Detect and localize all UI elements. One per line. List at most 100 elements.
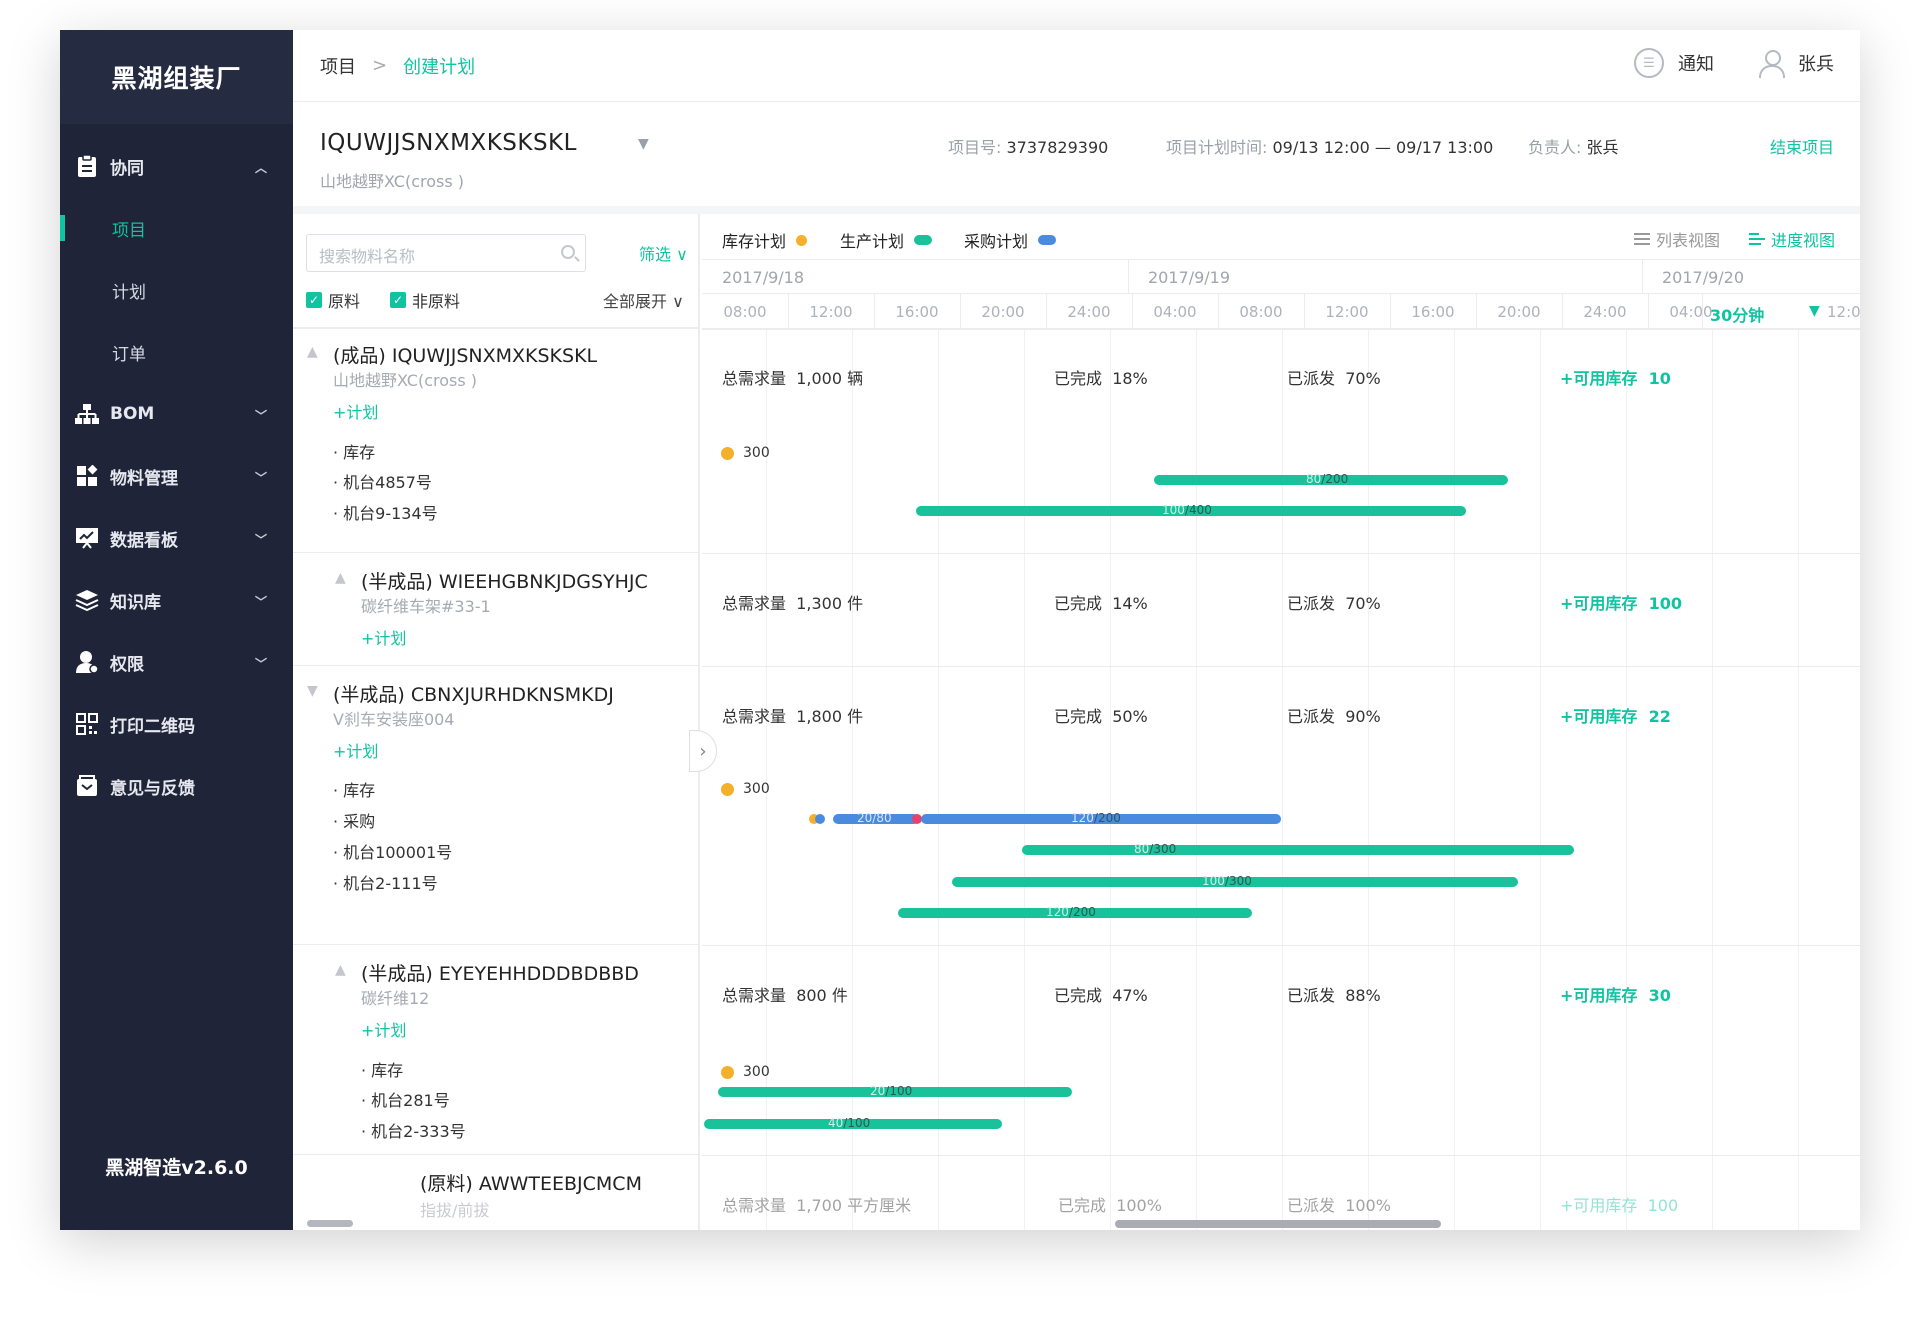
project-header: IQUWJJSNXMXKSKSKL ▼ 山地越野XC(cross ) 项目号: … xyxy=(293,102,1860,214)
app-window: 黑湖组装厂 协同 ︿ 项目 计划 订单 BOM ﹀ 物料管理 ﹀ xyxy=(60,30,1860,1230)
add-plan-link[interactable]: +计划 xyxy=(333,742,379,761)
feedback-icon xyxy=(74,773,100,799)
chat-icon[interactable]: ☰ xyxy=(1634,48,1664,78)
date-label: 2017/9/18 xyxy=(722,268,805,287)
caret-down-icon[interactable]: ▼ xyxy=(638,136,649,152)
production-bar[interactable]: 120/200 xyxy=(898,905,1252,919)
nav-group-knowledge[interactable]: 知识库 ﹀ xyxy=(60,569,293,631)
notify-link[interactable]: 通知 xyxy=(1678,54,1714,75)
breadcrumb-root[interactable]: 项目 xyxy=(320,56,356,78)
source-item: · 机台281号 xyxy=(361,1091,450,1110)
hierarchy-icon xyxy=(74,401,100,427)
nav-group-material[interactable]: 物料管理 ﹀ xyxy=(60,445,293,507)
interval-select[interactable]: 30分钟 xyxy=(1710,306,1765,325)
stock-dot-icon xyxy=(796,234,808,246)
legend-purchase: 采购计划 xyxy=(964,228,1057,252)
purchase-bar[interactable]: 20/80 xyxy=(833,811,919,825)
hour-label: 12:00 xyxy=(1325,303,1369,321)
material-subtitle: V刹车安装座004 xyxy=(333,710,455,729)
checkbox-checked-icon: ✓ xyxy=(306,292,322,308)
progress-view-button[interactable]: 进度视图 xyxy=(1749,227,1835,251)
material-row: (原料) AWWTEEBJCMCM 指拔/前拔 xyxy=(293,1155,698,1230)
chevron-down-icon: ﹀ xyxy=(254,657,267,671)
project-id: 项目号: 3737829390 xyxy=(948,138,1109,157)
project-time: 项目计划时间: 09/13 12:00 — 09/17 13:00 xyxy=(1166,138,1494,157)
hour-label: 12:00 xyxy=(809,303,853,321)
filter-button[interactable]: 筛选 ∨ xyxy=(639,245,688,264)
project-owner: 负责人: 张兵 xyxy=(1528,138,1619,157)
end-project-link[interactable]: 结束项目 xyxy=(1769,138,1834,157)
search-input[interactable]: 搜索物料名称 xyxy=(306,234,586,272)
dispatched-stat: 已派发 70% xyxy=(1287,369,1381,388)
available-stock-stat[interactable]: +可用库存 100 xyxy=(1560,1196,1679,1215)
hour-label: 16:00 xyxy=(1411,303,1455,321)
expand-arrow-icon[interactable]: ▼ xyxy=(307,683,318,699)
source-item: · 库存 xyxy=(333,443,376,462)
user-name[interactable]: 张兵 xyxy=(1798,54,1834,75)
available-stock-stat[interactable]: +可用库存 10 xyxy=(1560,369,1671,388)
purchase-bar[interactable]: 120/200 xyxy=(921,811,1281,825)
dispatched-stat: 已派发 100% xyxy=(1287,1196,1391,1215)
hour-label: 08:00 xyxy=(723,303,767,321)
add-plan-link[interactable]: +计划 xyxy=(361,1021,407,1040)
production-bar[interactable]: 80/200 xyxy=(1154,472,1508,486)
done-stat: 已完成 14% xyxy=(1054,594,1148,613)
production-bar[interactable]: 100/400 xyxy=(916,503,1466,517)
add-plan-link[interactable]: +计划 xyxy=(333,403,379,422)
nav-group-collaboration[interactable]: 协同 ︿ xyxy=(60,135,293,197)
list-view-button[interactable]: 列表视图 xyxy=(1634,227,1720,251)
user-icon xyxy=(74,649,100,675)
sidebar-item-project[interactable]: 项目 xyxy=(60,197,293,259)
nav-group-print-qrcode[interactable]: 打印二维码 xyxy=(60,693,293,755)
nav-group-bom[interactable]: BOM ﹀ xyxy=(60,383,293,445)
breadcrumb-separator: > xyxy=(372,55,388,76)
nav-group-feedback[interactable]: 意见与反馈 xyxy=(60,755,293,817)
expand-all-button[interactable]: 全部展开 ∨ xyxy=(603,292,684,311)
legend-stock: 库存计划 xyxy=(722,228,808,252)
production-bar[interactable]: 20/100 xyxy=(718,1084,1072,1098)
available-stock-stat[interactable]: +可用库存 30 xyxy=(1560,986,1671,1005)
collapse-arrow-icon[interactable]: ▲ xyxy=(335,570,346,586)
collapse-panel-button[interactable]: › xyxy=(689,730,717,772)
project-name: IQUWJJSNXMXKSKSKL xyxy=(320,130,577,156)
material-row: ▲ (半成品) WIEEHGBNKJDGSYHJC 碳纤维车架#33-1 +计划 xyxy=(293,553,698,666)
user-avatar-icon[interactable] xyxy=(1756,48,1786,78)
available-stock-stat[interactable]: +可用库存 100 xyxy=(1560,594,1682,613)
production-bar[interactable]: 80/300 xyxy=(1022,842,1574,856)
collapse-arrow-icon[interactable]: ▲ xyxy=(307,344,318,360)
nav-group-dashboard[interactable]: 数据看板 ﹀ xyxy=(60,507,293,569)
non-raw-material-checkbox[interactable]: ✓ 非原料 xyxy=(390,288,460,312)
sidebar-item-plan[interactable]: 计划 xyxy=(60,259,293,321)
production-bar[interactable]: 40/100 xyxy=(704,1116,1002,1130)
source-item: · 机台2-333号 xyxy=(361,1122,466,1141)
left-scrollbar[interactable] xyxy=(307,1220,353,1227)
available-stock-stat[interactable]: +可用库存 22 xyxy=(1560,707,1671,726)
hour-label: 20:00 xyxy=(1497,303,1541,321)
list-icon xyxy=(1634,230,1650,248)
caret-down-icon[interactable]: ▼ xyxy=(1809,303,1820,319)
material-title: (原料) AWWTEEBJCMCM xyxy=(420,1173,642,1195)
add-plan-link[interactable]: +计划 xyxy=(361,629,407,648)
hour-label: 24:00 xyxy=(1583,303,1627,321)
nav-group-label: 权限 xyxy=(110,654,144,675)
bar-label: 40/100 xyxy=(828,1116,871,1130)
sidebar-item-order[interactable]: 订单 xyxy=(60,321,293,383)
nav-group-label: 意见与反馈 xyxy=(110,778,195,799)
collapse-arrow-icon[interactable]: ▲ xyxy=(335,962,346,978)
legend: 库存计划 生产计划 采购计划 列表视图 进度视图 xyxy=(702,214,1860,260)
chevron-down-icon: ﹀ xyxy=(254,595,267,609)
production-bar[interactable]: 100/300 xyxy=(952,874,1518,888)
done-stat: 已完成 47% xyxy=(1054,986,1148,1005)
material-subtitle: 碳纤维车架#33-1 xyxy=(361,597,491,616)
gantt-icon xyxy=(1749,230,1765,248)
sidebar: 黑湖组装厂 协同 ︿ 项目 计划 订单 BOM ﹀ 物料管理 ﹀ xyxy=(60,30,293,1230)
raw-material-checkbox[interactable]: ✓ 原料 xyxy=(306,288,360,312)
demand-stat: 总需求量 1,800 件 xyxy=(722,707,864,726)
dispatched-stat: 已派发 90% xyxy=(1287,707,1381,726)
hour-label: 12:0 xyxy=(1827,303,1860,321)
hour-header: 08:00 12:00 16:00 20:00 24:00 04:00 08:0… xyxy=(702,294,1860,330)
gantt-scrollbar[interactable] xyxy=(1115,1220,1441,1228)
bar-label: 80/200 xyxy=(1306,472,1349,486)
sidebar-item-label: 项目 xyxy=(112,220,146,241)
nav-group-permission[interactable]: 权限 ﹀ xyxy=(60,631,293,693)
